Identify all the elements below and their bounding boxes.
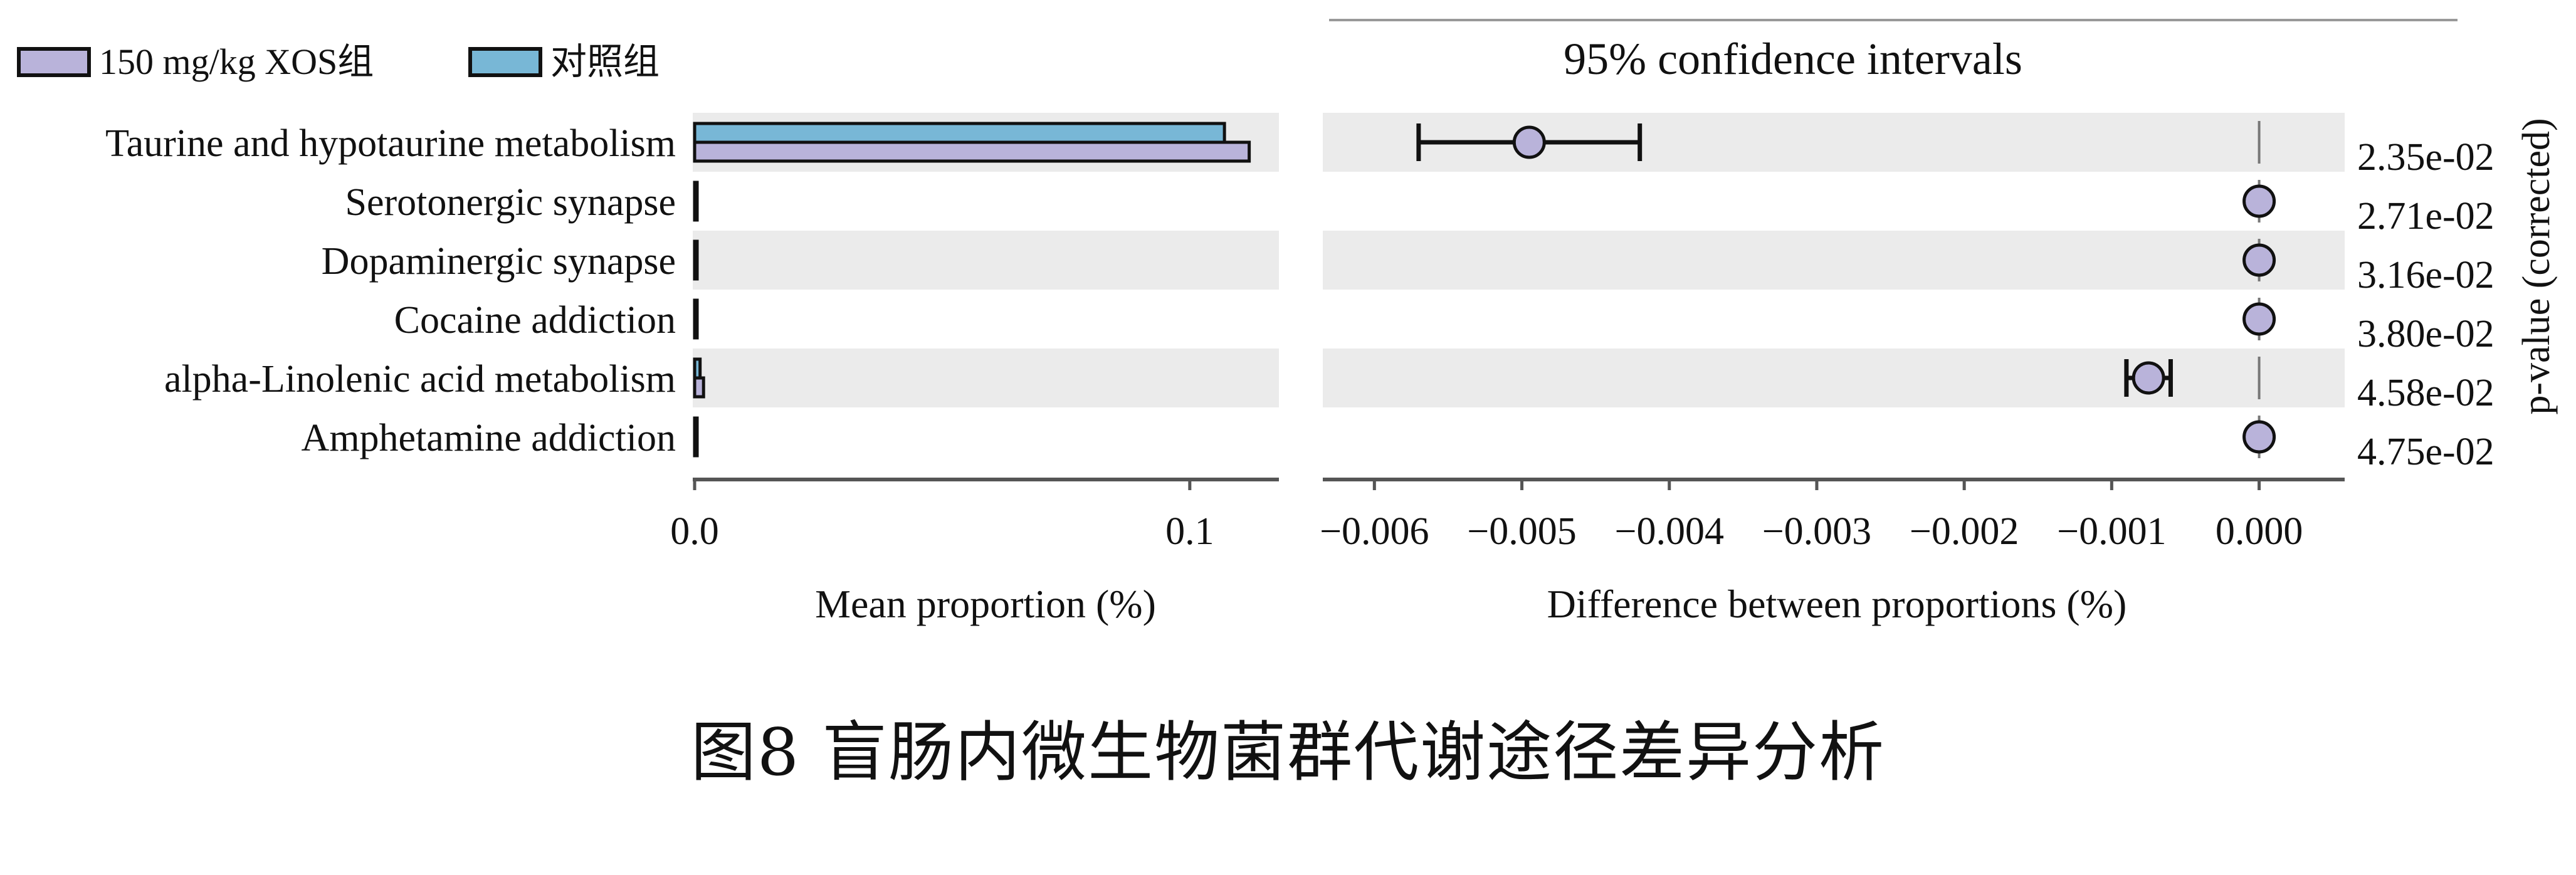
legend-label-xos: 150 mg/kg XOS组: [99, 41, 374, 82]
row-band-right-3: [1323, 231, 2345, 290]
bar-cocaine-addiction-control: [693, 298, 699, 321]
category-label-dopaminergic-synapse: Dopaminergic synapse: [322, 240, 676, 283]
bar-dopaminergic-synapse-control: [693, 239, 699, 262]
bar-amphetamine-addiction-control: [693, 416, 699, 439]
mean-proportion-tick-label: 0.0: [670, 510, 719, 553]
bar-taurine-and-hypotaurine-metabolism-xos: [693, 140, 1251, 163]
point-dopaminergic-synapse: [2242, 243, 2276, 277]
p-value-5: 4.58e-02: [2357, 372, 2495, 414]
p-value-2: 2.71e-02: [2357, 195, 2495, 238]
mean-proportion-axis-label: Mean proportion (%): [815, 582, 1156, 626]
difference-tick-label: −0.003: [1762, 510, 1871, 553]
difference-axis-label: Difference between proportions (%): [1547, 582, 2127, 626]
row-band-left-5: [693, 348, 1279, 407]
category-label-cocaine-addiction: Cocaine addiction: [394, 299, 676, 342]
row-band-left-3: [693, 231, 1279, 290]
mean-proportion-tick-label: 0.1: [1165, 510, 1214, 553]
difference-tick-label: −0.006: [1320, 510, 1429, 553]
figure-caption: 图8 盲肠内微生物菌群代谢途径差异分析: [690, 714, 1886, 790]
point-serotonergic-synapse: [2242, 184, 2276, 218]
p-value-4: 3.80e-02: [2357, 313, 2495, 355]
mean-proportion-plot: 0.0 0.1 Mean proportion (%): [670, 122, 1279, 626]
category-label-taurine-and-hypotaurine-metabolism: Taurine and hypotaurine metabolism: [105, 122, 676, 165]
bar-amphetamine-addiction-xos: [693, 435, 699, 458]
bar-cocaine-addiction-xos: [693, 317, 699, 340]
point-amphetamine-addiction: [2242, 420, 2276, 454]
bar-alpha-linolenic-acid-metabolism-control: [693, 357, 702, 380]
bar-serotonergic-synapse-control: [693, 181, 699, 203]
bar-taurine-and-hypotaurine-metabolism-control: [693, 122, 1226, 144]
p-value-3: 3.16e-02: [2357, 254, 2495, 296]
point-taurine-and-hypotaurine-metabolism: [1512, 125, 1546, 159]
difference-tick-label: −0.005: [1467, 510, 1576, 553]
difference-tick-label: 0.000: [2216, 510, 2303, 553]
point-alpha-linolenic-acid-metabolism: [2132, 361, 2165, 395]
p-value-axis-label: p-value (corrected): [2515, 118, 2558, 414]
difference-plot: 95% confidence intervals −0.006 −0.005 −0.…: [1320, 19, 2558, 626]
category-label-amphetamine-addiction: Amphetamine addiction: [302, 417, 676, 459]
p-value-6: 4.75e-02: [2357, 431, 2495, 473]
row-band-right-5: [1323, 348, 2345, 407]
difference-tick-label: −0.004: [1615, 510, 1724, 553]
category-label-alpha-linolenic-acid-metabolism: alpha-Linolenic acid metabolism: [164, 358, 676, 401]
bar-serotonergic-synapse-xos: [693, 199, 699, 222]
p-value-1: 2.35e-02: [2357, 136, 2495, 179]
legend-swatch-xos: [17, 47, 91, 77]
bar-dopaminergic-synapse-xos: [693, 258, 699, 281]
legend-swatch-control: [468, 47, 542, 77]
bar-alpha-linolenic-acid-metabolism-xos: [693, 376, 705, 399]
difference-title: 95% confidence intervals: [1564, 34, 2022, 84]
difference-tick-label: −0.002: [1910, 510, 2019, 553]
category-label-serotonergic-synapse: Serotonergic synapse: [345, 181, 676, 224]
legend: 150 mg/kg XOS组 对照组: [17, 41, 660, 82]
difference-tick-label: −0.001: [2057, 510, 2166, 553]
legend-label-control: 对照组: [550, 41, 660, 82]
point-cocaine-addiction: [2242, 302, 2276, 336]
